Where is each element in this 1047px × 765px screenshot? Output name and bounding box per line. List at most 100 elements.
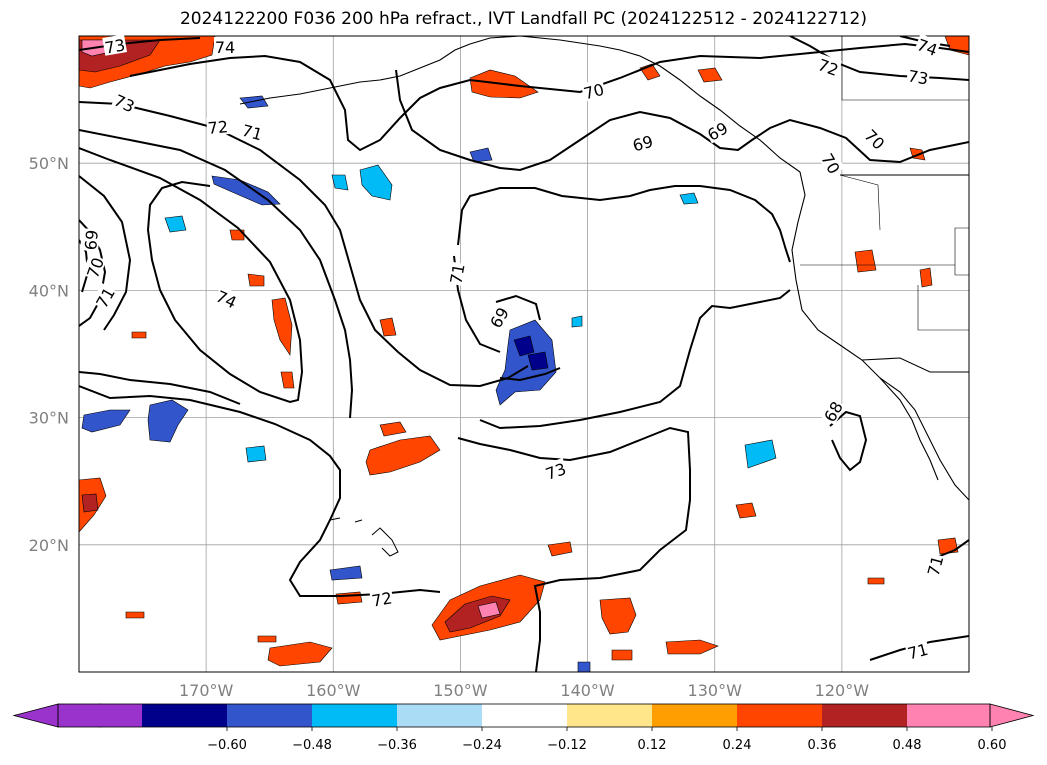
colorbar-segment — [907, 704, 992, 727]
colorbar-tick-label: 0.12 — [638, 738, 667, 753]
colorbar-segment-low — [58, 704, 142, 727]
shade-patch — [280, 371, 295, 389]
shade-patch — [267, 641, 333, 667]
contour-line — [829, 410, 868, 472]
shade-patch — [547, 541, 573, 557]
contour-label-bg — [213, 285, 241, 311]
contour-label-bg — [102, 34, 128, 56]
shade-patch — [379, 317, 397, 337]
latitude-label: 40°N — [29, 281, 69, 300]
contour-label-bg — [206, 116, 230, 136]
state-border-1 — [839, 174, 881, 231]
contour-line — [479, 289, 791, 430]
contour-label: 73 — [103, 35, 126, 57]
contour-label: 70 — [582, 80, 607, 104]
contour-label-bg — [369, 587, 395, 609]
contour-label: 72 — [207, 117, 229, 138]
contour-label-bg — [861, 124, 890, 153]
contour-label-bg — [239, 119, 266, 143]
colorbar-tick-label: −0.48 — [292, 738, 332, 753]
contour-label-bg — [111, 89, 139, 115]
shade-patch — [469, 147, 493, 163]
island-chain — [329, 517, 399, 557]
contour-label: 69 — [631, 132, 656, 156]
contour-label-bg — [214, 37, 236, 55]
colorbar-arrow-low — [12, 703, 59, 728]
contour-line — [395, 69, 969, 172]
colorbar-tick-label: −0.24 — [462, 738, 502, 753]
shade-patch — [867, 577, 885, 585]
latitude-label: 50°N — [29, 154, 69, 173]
shade-patch — [359, 164, 393, 201]
contour-label-bg — [914, 33, 942, 59]
colorbar-tick-label: 0.24 — [723, 738, 752, 753]
colorbar-segment — [652, 704, 737, 727]
shade-patch — [697, 67, 723, 83]
contour-line — [79, 129, 354, 419]
latitude-label: 20°N — [29, 536, 69, 555]
shade-patch — [211, 175, 281, 206]
colorbar-tick-label: 0.48 — [893, 738, 922, 753]
shade-patch — [329, 565, 363, 581]
shade-patch — [131, 331, 147, 339]
shade-patch — [245, 445, 267, 463]
colorbar-segment — [737, 704, 822, 727]
shade-patch — [513, 335, 535, 357]
colorbar-segment — [482, 704, 567, 727]
contour-line — [495, 294, 541, 321]
colorbar-tick-label: −0.60 — [207, 738, 247, 753]
shade-patch — [147, 399, 189, 443]
shade-patch — [735, 502, 757, 519]
contour-label-bg — [818, 148, 846, 178]
contour-line — [499, 367, 561, 382]
colorbar-segment — [227, 704, 312, 727]
colorbar-tick-label: 0.36 — [808, 738, 837, 753]
shade-patch — [247, 273, 265, 287]
coastlines — [239, 36, 969, 557]
longitude-label: 130°W — [688, 681, 743, 700]
contour-label: 71 — [906, 640, 931, 664]
contour-label-bg — [580, 78, 607, 102]
longitude-label: 120°W — [815, 681, 870, 700]
colorbar-tick-label: 0.60 — [978, 738, 1007, 753]
contour-label: 71 — [924, 554, 948, 579]
contour-label-bg — [922, 552, 946, 579]
us-mexico-border — [861, 357, 969, 373]
contour-label: 74 — [215, 38, 235, 57]
baja-coast — [879, 377, 939, 481]
colorbar-segment — [312, 704, 397, 727]
shade-patch — [919, 267, 933, 288]
contour-label-bg — [484, 302, 512, 332]
colorbar-frame — [57, 703, 991, 728]
colorbar-segment — [567, 704, 652, 727]
colorbar-segment — [142, 704, 227, 727]
contour-label-bg — [905, 65, 931, 87]
state-border-3 — [917, 285, 969, 331]
shade-patch — [365, 435, 441, 476]
colorbar-segment — [397, 704, 482, 727]
colorbar: −0.60 −0.48 −0.36 −0.24 −0.12 0.12 0.24 0.36 0.4… — [12, 703, 1035, 753]
shade-patch — [744, 439, 777, 469]
canada-interior — [841, 36, 969, 101]
shade-patch — [611, 649, 633, 661]
shade-patch — [599, 597, 637, 635]
shade-patch — [331, 174, 349, 191]
contour-label-bg — [904, 638, 931, 662]
colorbar-extend-high — [989, 703, 1035, 728]
shade-patch — [125, 611, 145, 619]
latitude-label: 30°N — [29, 409, 69, 428]
colorbar-tick-label: −0.36 — [377, 738, 417, 753]
shade-patch — [527, 351, 549, 371]
contour-line — [79, 101, 529, 388]
contour-label-bg — [815, 53, 843, 79]
contour-label-bg — [445, 261, 467, 287]
contour-label-bg — [90, 282, 118, 312]
shade-patch — [577, 661, 591, 672]
contour-line — [457, 185, 791, 263]
shade-patch — [379, 421, 407, 437]
north-america-coast — [791, 171, 969, 501]
shade-patch — [571, 315, 583, 328]
shade-patch — [679, 192, 699, 205]
colorbar-tick-label: −0.12 — [547, 738, 587, 753]
